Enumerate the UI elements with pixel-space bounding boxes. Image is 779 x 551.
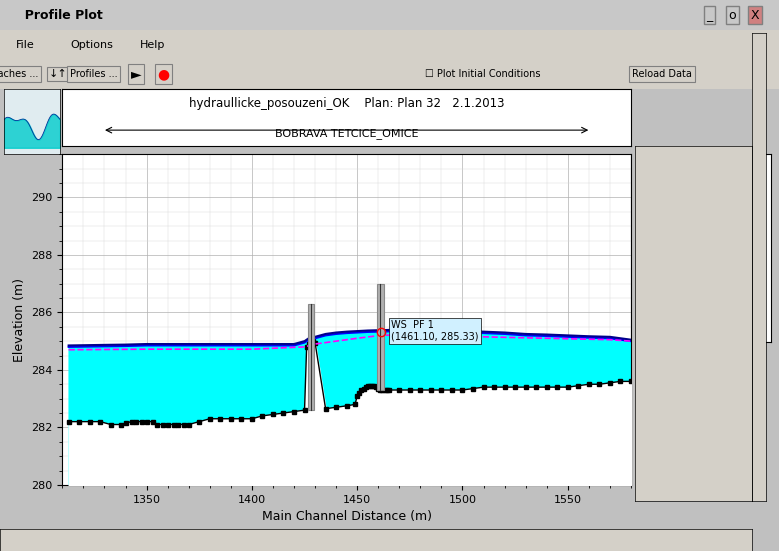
Text: ►: ► bbox=[131, 67, 142, 81]
Text: X: X bbox=[751, 9, 760, 21]
Text: Crit  PF 1: Crit PF 1 bbox=[718, 243, 763, 253]
Bar bbox=[377, 284, 383, 390]
Text: WS  PF 1: WS PF 1 bbox=[718, 213, 761, 223]
Text: Profiles ...: Profiles ... bbox=[69, 69, 118, 79]
Text: File: File bbox=[16, 40, 34, 50]
Text: Left Levee: Left Levee bbox=[679, 303, 731, 313]
Text: Legend: Legend bbox=[682, 164, 728, 174]
Text: Help: Help bbox=[140, 40, 166, 50]
Text: Profile Plot: Profile Plot bbox=[16, 9, 102, 21]
Text: Right Levee: Right Levee bbox=[676, 327, 734, 337]
Text: Options: Options bbox=[70, 40, 113, 50]
Text: Ground: Ground bbox=[718, 273, 754, 283]
Text: Reload Data: Reload Data bbox=[633, 69, 692, 79]
Text: ↓↑: ↓↑ bbox=[49, 69, 68, 79]
Text: WS  PF 1
(1461.10, 285.33): WS PF 1 (1461.10, 285.33) bbox=[391, 320, 478, 342]
Text: Reaches ...: Reaches ... bbox=[0, 69, 38, 79]
Text: BOBRAVA TETCICE_OMICE: BOBRAVA TETCICE_OMICE bbox=[275, 128, 418, 139]
Text: EG  PF 1: EG PF 1 bbox=[718, 183, 759, 193]
Text: o: o bbox=[728, 9, 736, 21]
Bar bbox=[308, 304, 314, 410]
Text: ●: ● bbox=[157, 67, 170, 81]
Text: hydraullicke_posouzeni_OK    Plan: Plan 32   2.1.2013: hydraullicke_posouzeni_OK Plan: Plan 32 … bbox=[189, 97, 505, 110]
Text: _: _ bbox=[707, 9, 713, 21]
Text: ☐ Plot Initial Conditions: ☐ Plot Initial Conditions bbox=[425, 69, 541, 79]
X-axis label: Main Channel Distance (m): Main Channel Distance (m) bbox=[262, 510, 432, 523]
Y-axis label: Elevation (m): Elevation (m) bbox=[12, 278, 26, 361]
